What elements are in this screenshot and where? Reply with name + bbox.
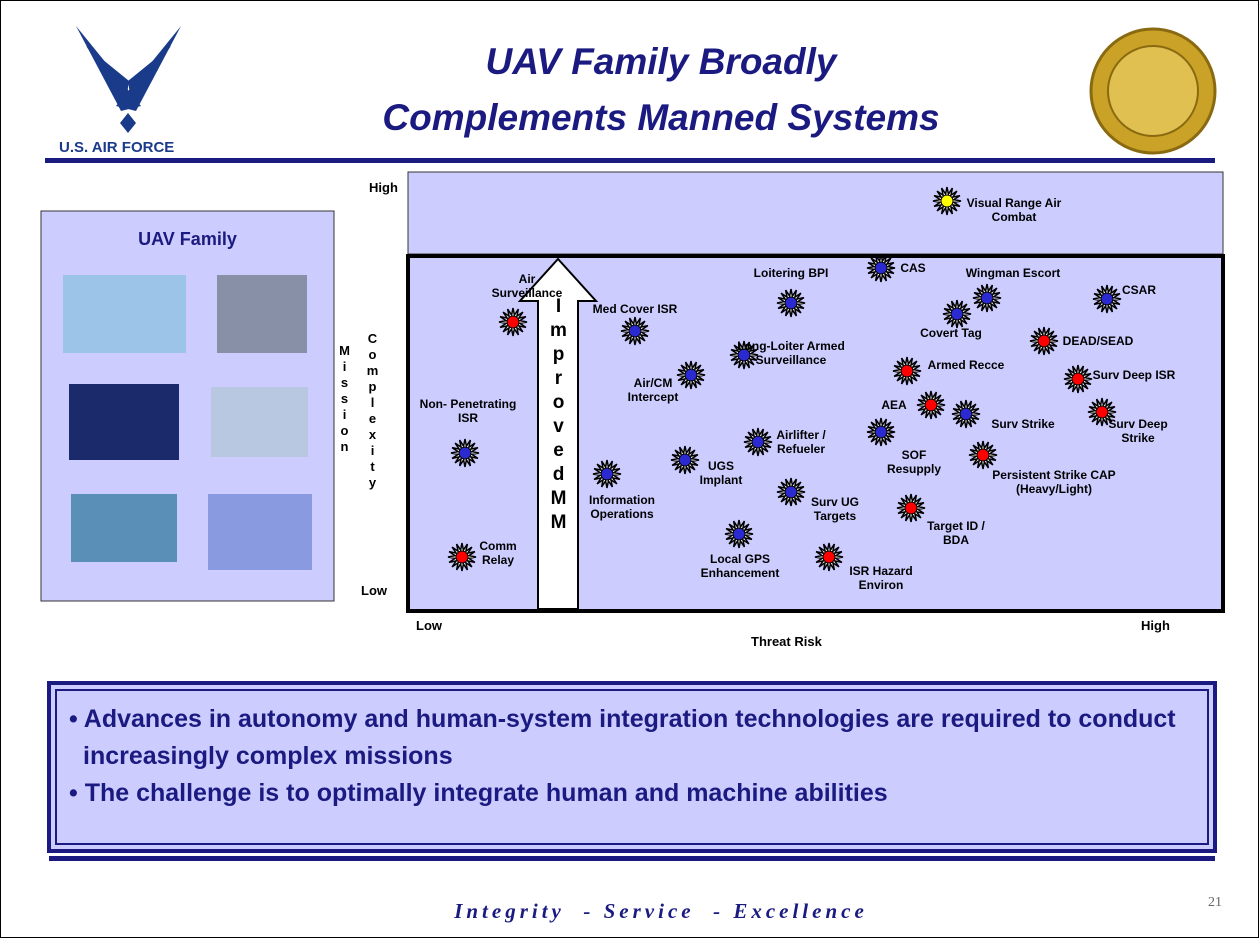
node-star <box>743 427 773 457</box>
x-high: High <box>1141 618 1170 633</box>
node-label: SOF Resupply <box>886 448 941 476</box>
node-star <box>972 283 1002 313</box>
node-star <box>892 356 922 386</box>
node-star <box>866 253 896 283</box>
node-label: Air/CM Intercept <box>627 376 679 404</box>
panel-title: UAV Family <box>138 229 237 249</box>
node-star <box>1063 364 1093 394</box>
node-label: Comm Relay <box>479 539 517 567</box>
node-label: Loitering BPI <box>753 266 829 280</box>
node-label: CAS <box>900 261 926 275</box>
node-star <box>866 417 896 447</box>
x-low: Low <box>416 618 442 633</box>
x-axis-label: Threat Risk <box>751 634 822 649</box>
node-star <box>729 340 759 370</box>
improve-arrow <box>517 257 599 610</box>
node-label: UGS Implant <box>699 459 743 487</box>
node-label: ISR Hazard Environ <box>849 564 913 592</box>
bullets: • Advances in autonomy and human-system … <box>63 701 1203 812</box>
node-star <box>814 542 844 572</box>
seal <box>1089 27 1217 155</box>
node-label: CSAR <box>1121 283 1156 297</box>
node-star <box>724 519 754 549</box>
arrow-text: ImprovedMM <box>548 296 569 536</box>
high-band <box>407 171 1224 255</box>
title: UAV Family Broadly <box>485 41 837 82</box>
node-star <box>932 186 962 216</box>
node-label: Surv UG Targets <box>810 495 859 523</box>
node-label: Target ID / BDA <box>927 519 985 547</box>
node-label: Wingman Escort <box>965 266 1061 280</box>
y-axis-label: Complexity <box>365 331 380 491</box>
node-label: DEAD/SEAD <box>1062 334 1134 348</box>
node-label: Non- Penetrating ISR <box>419 397 517 425</box>
y-axis-label: Mission <box>337 343 352 455</box>
node-label: Surv Deep Strike <box>1108 417 1168 445</box>
node-label: Air Surveillance <box>491 272 563 300</box>
motto: Integrity - Service - Excellence <box>454 899 868 923</box>
node-star <box>1092 284 1122 314</box>
bullet-box-inner <box>55 689 1209 845</box>
page-number: 21 <box>1208 895 1222 910</box>
node-label: Information Operations <box>589 493 655 521</box>
node-label: Covert Tag <box>920 326 982 340</box>
node-star <box>447 542 477 572</box>
node-star <box>620 316 650 346</box>
uav-images <box>63 275 312 570</box>
node-star <box>942 299 972 329</box>
node-label: Local GPS Enhancement <box>700 552 780 580</box>
node-label: Persistent Strike CAP (Heavy/Light) <box>992 468 1116 496</box>
bullet-box <box>47 681 1217 853</box>
logo-text: U.S. AIR FORCE <box>59 139 175 156</box>
node-star <box>1029 326 1059 356</box>
node-label: AEA <box>881 398 907 412</box>
node-label: Visual Range Air Combat <box>966 196 1062 224</box>
node-star <box>670 445 700 475</box>
node-star <box>676 360 706 390</box>
bullet: • The challenge is to optimally integrat… <box>69 779 888 807</box>
node-star <box>896 493 926 523</box>
node-star <box>1087 397 1117 427</box>
y-high: High <box>369 180 398 195</box>
node-label: Long-Loiter Armed Surveillance <box>737 339 845 367</box>
node-label: Med Cover ISR <box>592 302 678 316</box>
node-star <box>916 390 946 420</box>
node-star <box>498 307 528 337</box>
node-label: Surv Deep ISR <box>1092 368 1176 382</box>
node-star <box>968 440 998 470</box>
node-star <box>776 288 806 318</box>
title: Complements Manned Systems <box>382 97 940 138</box>
node-star <box>450 438 480 468</box>
node-star <box>776 477 806 507</box>
footer-rule <box>49 856 1215 861</box>
node-star <box>951 399 981 429</box>
bullet: • Advances in autonomy and human-system … <box>69 705 1176 770</box>
y-low: Low <box>361 583 387 598</box>
node-label: Airlifter / Refueler <box>776 428 826 456</box>
node-label: Armed Recce <box>927 358 1005 372</box>
node-label: Surv Strike <box>991 417 1055 431</box>
node-star <box>592 459 622 489</box>
header-rule <box>45 158 1215 163</box>
air-force-logo <box>76 26 181 133</box>
